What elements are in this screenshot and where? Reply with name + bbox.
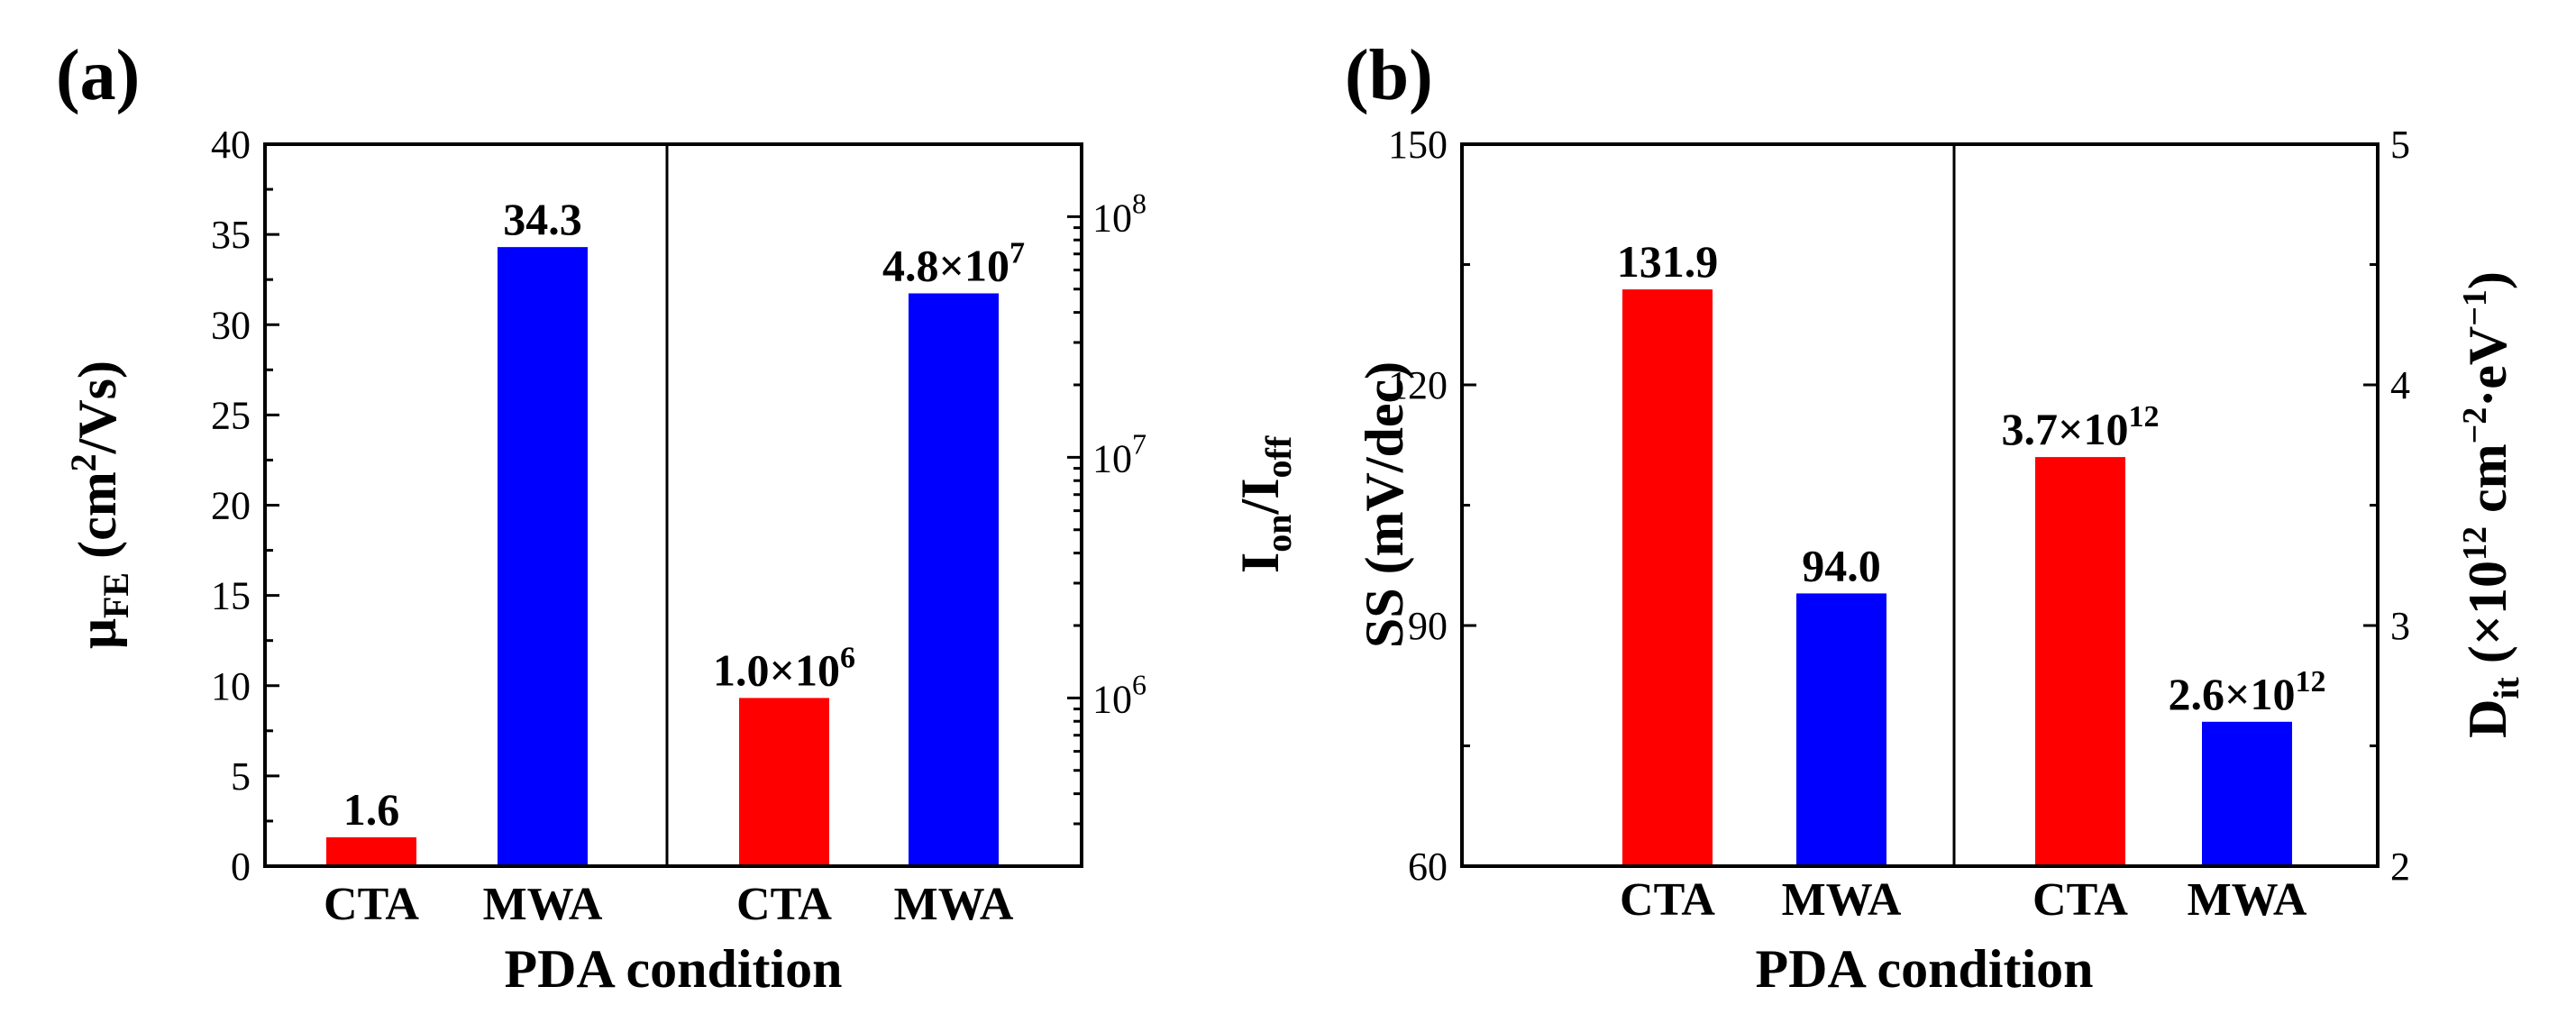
y2-tick-label: 108 [1092, 187, 1146, 240]
y-tick-label: 20 [211, 484, 251, 528]
y-tick-label: 0 [231, 845, 251, 889]
bar-cta-on-off-ratio [739, 698, 829, 866]
y2-tick-label: 4 [2390, 363, 2410, 407]
bar-cta-mobility [326, 836, 416, 866]
bar-mwa-dit [2202, 721, 2292, 866]
label-exponent: 12 [2296, 665, 2326, 699]
bar-mwa-ss [1796, 593, 1886, 866]
x-tick-label: CTA [1620, 874, 1715, 926]
y-axis-title: μFE (cm2/Vs) [63, 361, 136, 649]
y-tick-label: 15 [211, 574, 251, 618]
panel-label: (a) [56, 36, 140, 115]
ylabel-slash: /I [1230, 479, 1290, 516]
y-tick-label: 10 [211, 664, 251, 708]
x-tick-label: MWA [1782, 874, 1902, 926]
label-mantissa: 4.8×10 [882, 240, 1009, 290]
label-exponent: 6 [840, 641, 855, 674]
ylabel-sup2: −2 [2456, 407, 2494, 444]
bar-value-label: 4.8×107 [882, 236, 1025, 290]
ylabel-sub: FE [96, 572, 136, 618]
bar-cta-dit [2035, 457, 2125, 866]
x-tick-label: CTA [324, 879, 419, 930]
tick-exponent: 7 [1132, 427, 1146, 460]
bar-cta-ss [1622, 289, 1713, 867]
y-tick-label: 150 [1388, 123, 1448, 167]
y2-tick-label: 107 [1092, 427, 1146, 480]
tick-exponent: 8 [1132, 187, 1146, 219]
label-exponent: 7 [1009, 236, 1025, 269]
bar-value-label: 1.0×106 [713, 641, 855, 695]
bar-value-label: 131.9 [1617, 236, 1719, 287]
x-tick-label: CTA [2032, 874, 2128, 926]
y-tick-label: 35 [211, 213, 251, 257]
x-axis-title: PDA condition [504, 939, 842, 999]
panel-label: (b) [1345, 36, 1433, 115]
x-tick-label: MWA [483, 879, 603, 930]
bar-value-label: 94.0 [1802, 540, 1881, 590]
y-tick-label: 25 [211, 393, 251, 437]
ylabel-sub-off: off [1258, 435, 1299, 478]
ylabel-i: I [1230, 553, 1290, 573]
bar-mwa-mobility [498, 247, 588, 867]
ylabel-mu: μ [68, 618, 127, 649]
ylabel-end: /Vs) [68, 361, 127, 454]
bar-value-label: 3.7×1012 [2002, 400, 2160, 454]
label-exponent: 12 [2129, 400, 2160, 434]
panel-a: (a)1.6CTA34.3MWA1.0×106CTA4.8×107MWA0510… [56, 36, 1299, 999]
y-tick-label: 120 [1388, 363, 1448, 407]
x-axis-title: PDA condition [1755, 939, 2093, 999]
x-tick-label: CTA [736, 879, 832, 930]
ylabel-sup: 2 [63, 453, 104, 471]
y-tick-label: 60 [1408, 845, 1448, 889]
y-tick-label: 30 [211, 303, 251, 347]
y-tick-label: 40 [211, 123, 251, 167]
y2-tick-label: 3 [2390, 604, 2410, 648]
ylabel-rest3: ·eV [2458, 326, 2517, 407]
ylabel-close: ) [2458, 271, 2517, 289]
label-mantissa: 3.7×10 [2002, 404, 2129, 454]
bar-value-label: 34.3 [503, 194, 582, 244]
y2-axis-title: Dit (×1012 cm−2·eV−1) [2456, 271, 2526, 738]
ylabel-sup1: 12 [2456, 526, 2494, 561]
panel-b: (b)131.9CTA94.0MWA3.7×1012CTA2.6×1012MWA… [1345, 36, 2526, 999]
x-tick-label: MWA [2188, 874, 2307, 926]
x-tick-label: MWA [894, 879, 1014, 930]
bar-value-label: 2.6×1012 [2169, 665, 2326, 719]
ylabel-sub-it: it [2486, 676, 2526, 699]
label-mantissa: 2.6×10 [2169, 669, 2296, 719]
y2-tick-label: 5 [2390, 123, 2410, 167]
ylabel-d: D [2458, 699, 2517, 738]
bar-mwa-on-off-ratio [909, 293, 999, 866]
tick-base: 10 [1092, 436, 1132, 480]
ylabel-rest: (cm [68, 471, 127, 572]
y2-axis-title: Ion/Ioff [1230, 435, 1299, 573]
y-tick-label: 90 [1408, 604, 1448, 648]
ylabel-rest1: (×10 [2458, 561, 2517, 677]
tick-base: 10 [1092, 677, 1132, 721]
y2-tick-label: 2 [2390, 845, 2410, 889]
bar-value-label: 1.6 [343, 784, 400, 835]
label-mantissa: 1.0×10 [713, 644, 840, 695]
y-tick-label: 5 [231, 754, 251, 799]
tick-base: 10 [1092, 196, 1132, 240]
y-axis-title: SS (mV/dec) [1355, 361, 1414, 648]
ylabel-sup3: −1 [2456, 289, 2494, 326]
ylabel-sub-on: on [1258, 515, 1299, 553]
y2-tick-label: 106 [1092, 668, 1146, 721]
ylabel-rest2: cm [2458, 443, 2517, 526]
tick-exponent: 6 [1132, 668, 1146, 700]
